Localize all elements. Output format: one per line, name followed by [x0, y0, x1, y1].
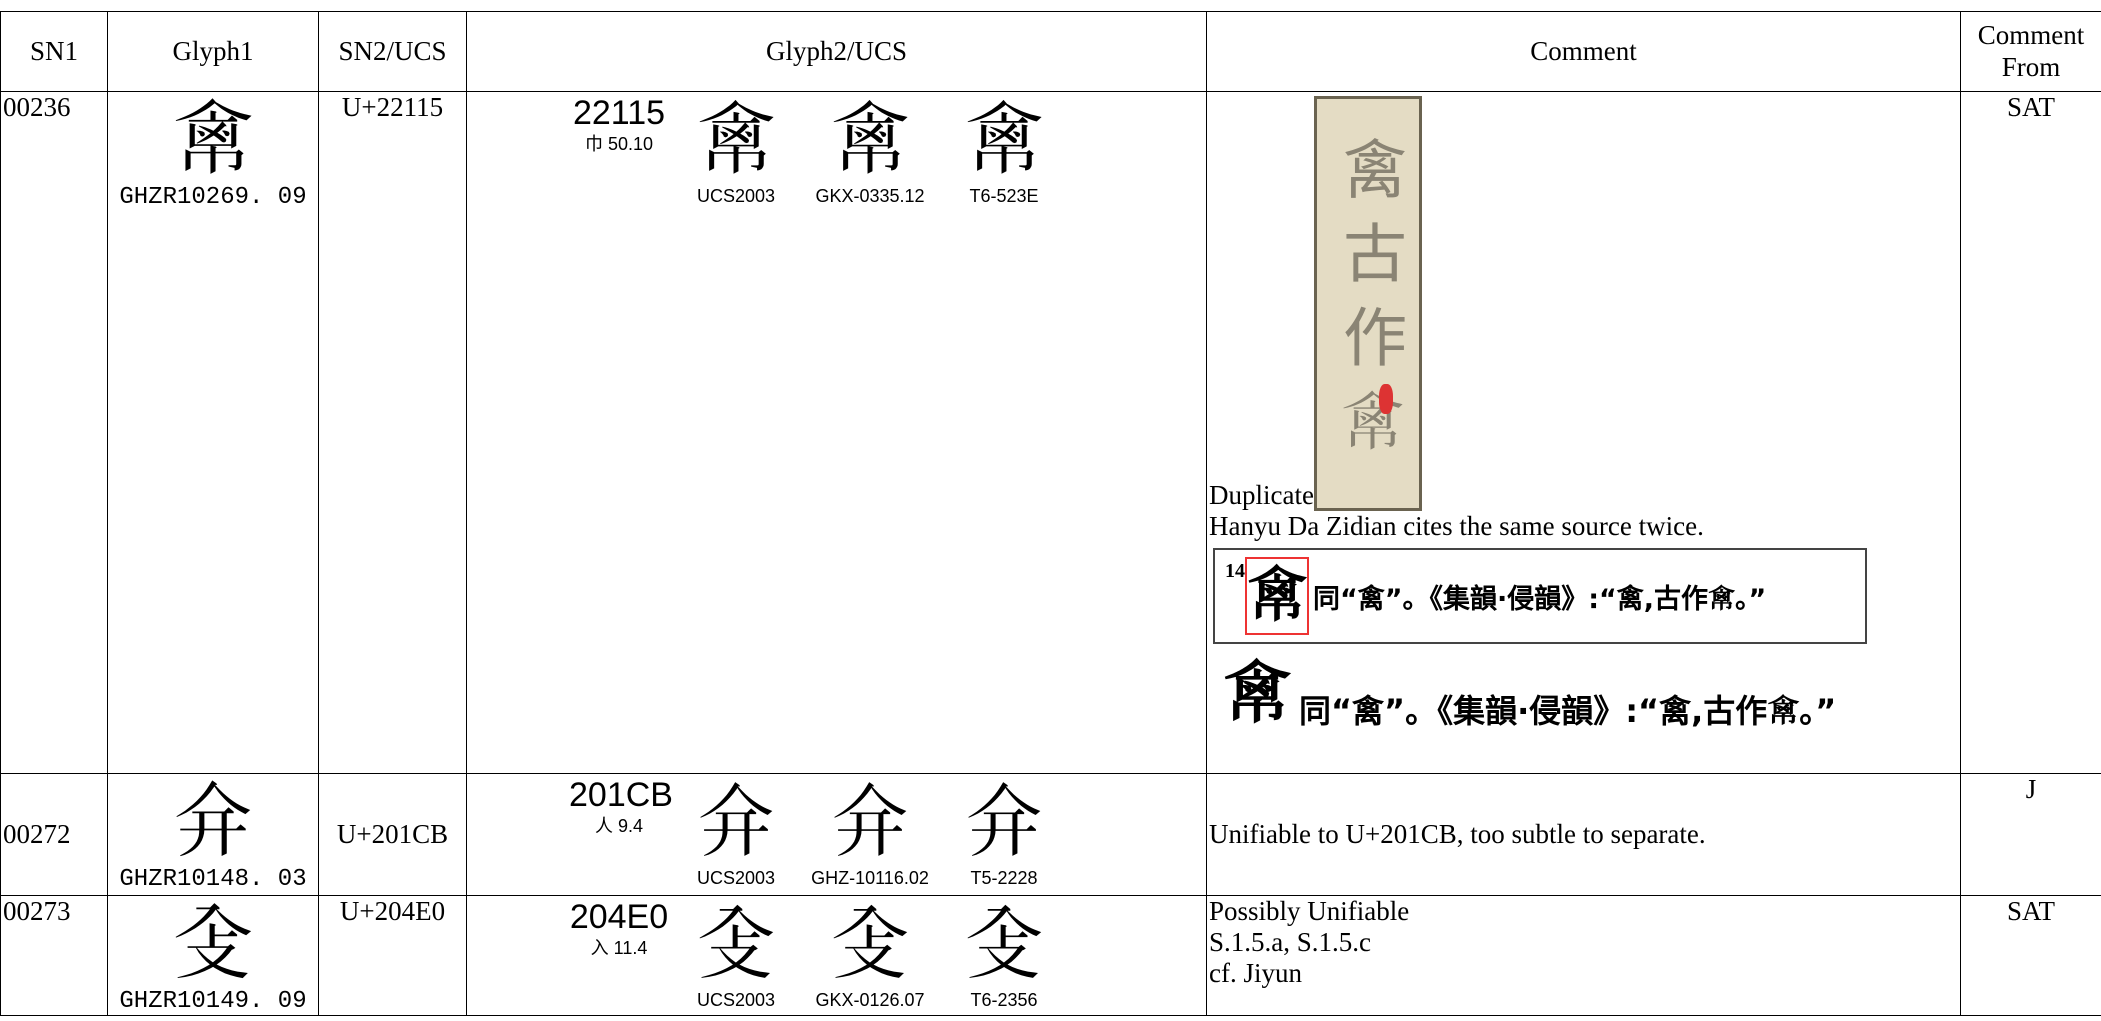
source: GHZR10149. 09 — [110, 988, 316, 1015]
entry-char: 𢄕 — [1245, 557, 1309, 635]
header-row: SN1 Glyph1 SN2/UCS Glyph2/UCS Comment Co… — [1, 12, 2101, 92]
glyph: 𢄕 — [803, 96, 937, 186]
glyph: 𢄕 — [669, 96, 803, 186]
comment-from: J — [1961, 774, 2101, 896]
comment-line: S.1.5.a, S.1.5.c — [1209, 927, 1958, 958]
entry-text: 同“禽”。《集韻·侵韻》:“禽,古作𢄕。” — [1299, 686, 1836, 732]
sn2: U+204E0 — [319, 896, 467, 1016]
radical: 人 9.4 — [569, 812, 669, 838]
comment: Duplicate 禽古作𢄕 Hanyu Da Zidian cites the … — [1207, 92, 1961, 774]
glyph: 𢄕 — [937, 96, 1071, 186]
radical: 巾 50.10 — [569, 130, 669, 156]
header-cell: SN2/UCS — [319, 12, 467, 92]
header-cell: Comment From — [1961, 12, 2101, 92]
glyph: 𠓠 — [669, 900, 803, 990]
glyph: 𠓠 — [110, 902, 316, 988]
entry-char: 𢄕 — [1223, 658, 1291, 732]
comment-line: Unifiable to U+201CB, too subtle to sepa… — [1209, 819, 1958, 850]
glyph: 𠓠 — [803, 900, 937, 990]
glyph: 𠇋 — [110, 780, 316, 866]
comment-from: SAT — [1961, 92, 2101, 774]
glyph: 𢄕 — [110, 98, 316, 184]
source: GHZ-10116.02 — [803, 868, 937, 889]
sn1: 00273 — [1, 896, 108, 1016]
sn1: 00272 — [1, 774, 108, 896]
source: T5-2228 — [937, 868, 1071, 889]
header-cell: Glyph2/UCS — [467, 12, 1207, 92]
comment: Possibly Unifiable S.1.5.a, S.1.5.c cf. … — [1207, 896, 1961, 1016]
code: 22115 — [569, 96, 669, 130]
source: UCS2003 — [669, 186, 803, 207]
source: GHZR10269. 09 — [110, 184, 316, 211]
source: GKX-0335.12 — [803, 186, 937, 207]
glyph: 𠇋 — [803, 778, 937, 868]
page: SN1 Glyph1 SN2/UCS Glyph2/UCS Comment Co… — [0, 11, 2101, 1021]
comparison-table: SN1 Glyph1 SN2/UCS Glyph2/UCS Comment Co… — [0, 11, 2101, 1016]
code: 201CB — [569, 778, 669, 812]
entry-number: 14 — [1225, 560, 1245, 583]
sn2: U+22115 — [319, 92, 467, 774]
glyph: 𠓠 — [937, 900, 1071, 990]
code: 204E0 — [569, 900, 669, 934]
entry-text: 同“禽”。《集韻·侵韻》:“禽,古作𢄕。” — [1313, 577, 1766, 616]
glyph: 𠇋 — [669, 778, 803, 868]
scan-image: 禽古作𢄕 — [1314, 96, 1422, 511]
source: UCS2003 — [669, 868, 803, 889]
red-mark — [1379, 384, 1393, 414]
radical: 入 11.4 — [569, 934, 669, 960]
comment-line: cf. Jiyun — [1209, 958, 1958, 989]
source: T6-523E — [937, 186, 1071, 207]
sn2: U+201CB — [319, 774, 467, 896]
source: GHZR10148. 03 — [110, 866, 316, 893]
glyph: 𠇋 — [937, 778, 1071, 868]
header-cell: Comment — [1207, 12, 1961, 92]
comment-line: Duplicate — [1209, 480, 1314, 510]
sn1: 00236 — [1, 92, 108, 774]
scan-text: 禽古作𢄕 — [1334, 136, 1405, 472]
duplicate-line: Duplicate 禽古作𢄕 — [1209, 92, 1958, 511]
comment-line: Hanyu Da Zidian cites the same source tw… — [1209, 511, 1958, 542]
header-cell: Glyph1 — [108, 12, 319, 92]
source: T6-2356 — [937, 990, 1071, 1011]
comment-from: SAT — [1961, 896, 2101, 1016]
comment: Unifiable to U+201CB, too subtle to sepa… — [1207, 774, 1961, 896]
source: GKX-0126.07 — [803, 990, 937, 1011]
header-cell: SN1 — [1, 12, 108, 92]
source: UCS2003 — [669, 990, 803, 1011]
comment-line: Possibly Unifiable — [1209, 896, 1958, 927]
